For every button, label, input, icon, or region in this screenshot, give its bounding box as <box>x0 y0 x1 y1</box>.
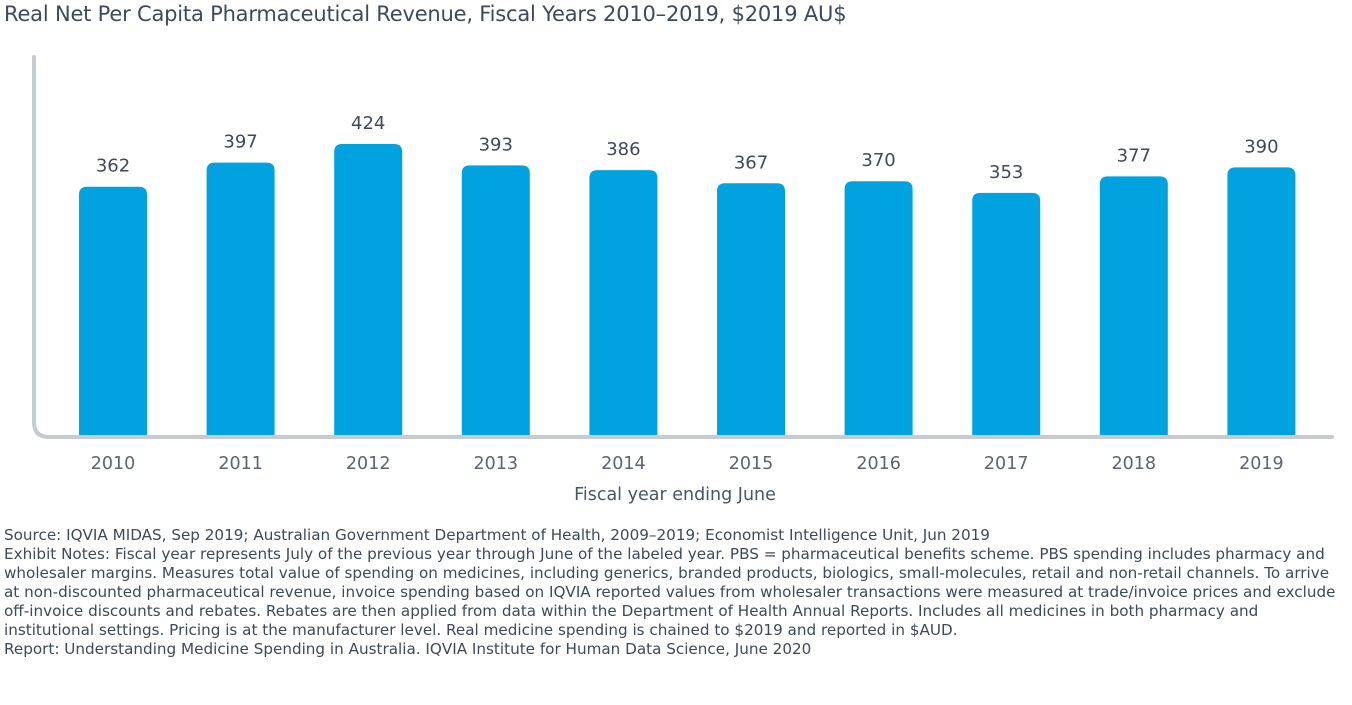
value-label-2019: 390 <box>1244 136 1278 157</box>
x-tick-label-2016: 2016 <box>856 454 901 474</box>
source-note: Source: IQVIA MIDAS, Sep 2019; Australia… <box>4 526 990 544</box>
x-tick-label-2012: 2012 <box>346 454 391 474</box>
value-label-2011: 397 <box>223 132 257 153</box>
x-axis-label: Fiscal year ending June <box>574 485 776 505</box>
value-label-2014: 386 <box>606 139 640 160</box>
value-label-2010: 362 <box>96 156 130 177</box>
bar-2018 <box>1099 176 1168 436</box>
exhibit-notes: Exhibit Notes: Fiscal year represents Ju… <box>4 545 1336 639</box>
value-label-2018: 377 <box>1117 145 1151 166</box>
bar-2019 <box>1227 167 1296 436</box>
x-tick-label-2010: 2010 <box>91 454 136 474</box>
report-note: Report: Understanding Medicine Spending … <box>4 640 812 658</box>
x-tick-label-2018: 2018 <box>1112 454 1157 474</box>
x-tick-label-2019: 2019 <box>1239 454 1284 474</box>
bar-2016 <box>844 181 913 436</box>
bar-2011 <box>206 162 275 436</box>
chart-title: Real Net Per Capita Pharmaceutical Reven… <box>4 2 847 26</box>
x-tick-labels-group: 2010 2011 2012 2013 2014 2015 2016 2017 2018 2019 <box>91 454 1284 474</box>
value-label-2017: 353 <box>989 162 1023 183</box>
bar-2012 <box>334 144 403 436</box>
bar-2013 <box>461 165 530 436</box>
axis-line <box>32 55 1334 439</box>
value-label-2013: 393 <box>479 134 513 155</box>
x-tick-label-2015: 2015 <box>729 454 774 474</box>
bars-group <box>79 144 1296 437</box>
x-tick-label-2011: 2011 <box>218 454 263 474</box>
bar-2014 <box>589 170 658 437</box>
x-tick-label-2013: 2013 <box>474 454 519 474</box>
bar-2017 <box>972 192 1041 436</box>
x-tick-label-2014: 2014 <box>601 454 646 474</box>
chart-notes: Source: IQVIA MIDAS, Sep 2019; Australia… <box>4 526 1344 659</box>
bar-2015 <box>717 183 785 436</box>
value-label-2016: 370 <box>861 150 895 171</box>
value-label-2015: 367 <box>734 152 768 173</box>
value-label-2012: 424 <box>351 113 385 134</box>
x-tick-label-2017: 2017 <box>984 454 1029 474</box>
value-labels-group: 362 397 424 393 386 367 370 353 377 390 <box>96 113 1279 183</box>
bar-2010 <box>79 186 147 436</box>
